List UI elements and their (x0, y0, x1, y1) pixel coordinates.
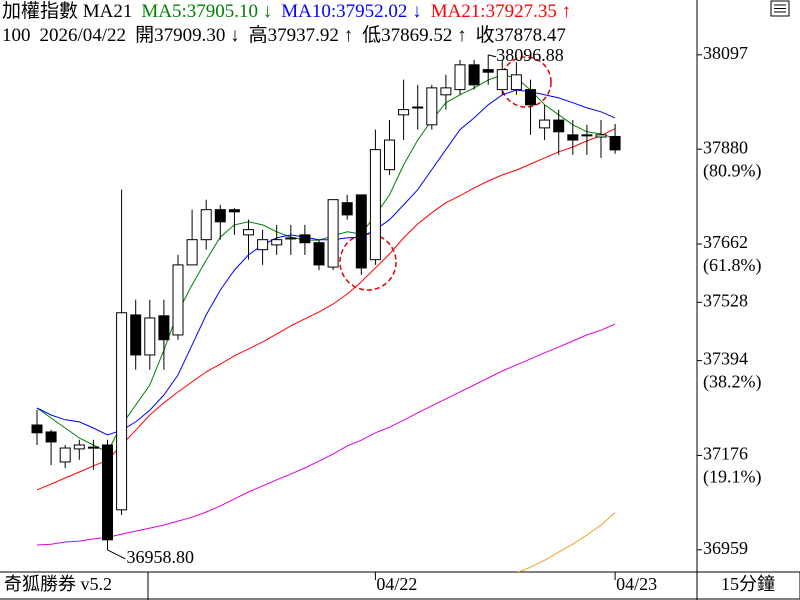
header-line: 100 2026/04/22 開37909.30 ↓ 高37937.92 ↑ 低3786… (2, 24, 580, 48)
candle-body (313, 242, 325, 266)
candle-body (510, 74, 522, 91)
ma-line (517, 512, 616, 572)
candle-body (116, 312, 128, 511)
ma-line (36, 323, 616, 546)
y-tick-label: 36959 (703, 538, 748, 558)
period-label[interactable]: 15分鐘 (721, 574, 775, 594)
period-box[interactable] (696, 571, 800, 600)
candle-body (468, 64, 480, 86)
candle-body (341, 202, 353, 216)
candle-body (285, 237, 297, 240)
candle-body (243, 229, 254, 236)
ohlc-info: 收37878.47 (475, 25, 566, 46)
ma-label: MA5:37905.10 ↓ (141, 1, 273, 22)
header-line: 加權指數 MA21 MA5:37905.10 ↓ MA10:37952.02 ↓ MA… (2, 0, 580, 24)
candle-body (609, 135, 621, 151)
candle-body (398, 109, 410, 116)
fib-label: (38.2%) (703, 372, 761, 393)
candle-body (299, 234, 311, 244)
candle-body (369, 149, 381, 261)
y-tick-label: 38097 (703, 43, 748, 63)
candle-body (228, 209, 240, 213)
candle-body (482, 69, 494, 73)
candle-body (87, 446, 99, 449)
candle-body (426, 87, 438, 126)
ohlc-info: 高37937.92 ↑ (248, 25, 354, 46)
ma-label: MA21:37927.35 ↑ (430, 1, 572, 22)
candle-body (186, 239, 198, 266)
y-tick-label: 37528 (703, 290, 748, 310)
candle-body (553, 119, 565, 133)
ma-label: MA10:37952.02 ↓ (281, 1, 422, 22)
ohlc-info: 開37909.30 ↓ (135, 25, 240, 46)
header: 加權指數 MA21 MA5:37905.10 ↓ MA10:37952.02 ↓ MA… (2, 0, 580, 48)
candle-body (144, 317, 156, 356)
ma-line (36, 89, 616, 436)
candle-body (158, 315, 170, 341)
candle-body (595, 134, 607, 138)
app-name: 奇狐勝券 v5.2 (4, 574, 112, 594)
ohlc-info: 低37869.52 ↑ (362, 25, 467, 46)
candle-body (412, 106, 424, 109)
candle-body (355, 194, 367, 269)
x-tick-label: 04/22 (376, 574, 417, 594)
candle-body (73, 444, 85, 450)
candle-body (59, 447, 71, 463)
candle-body (496, 69, 508, 91)
annotation-leader (488, 54, 497, 58)
annotation: 38096.88 (496, 45, 564, 65)
fib-label: (19.1%) (703, 467, 761, 488)
candle-body (454, 64, 466, 91)
y-tick-label: 37880 (703, 137, 748, 157)
candle-body (581, 134, 593, 137)
ma-line (36, 128, 616, 491)
candle-body (525, 89, 536, 106)
y-tick-label: 37176 (703, 444, 748, 464)
annotation-leader (107, 549, 126, 560)
plot-area (31, 54, 621, 572)
y-tick-label: 37662 (703, 232, 748, 252)
candle-body (200, 209, 212, 241)
candle-body (214, 209, 226, 223)
candle-body (539, 119, 551, 129)
ohlc-info: 100 (2, 25, 31, 46)
candle-body (172, 264, 184, 336)
candle-body (31, 424, 43, 434)
candle-body (567, 134, 579, 141)
candle-body (384, 139, 395, 171)
highlight-circle (500, 56, 552, 108)
candle-body (440, 87, 452, 96)
candle-body (257, 239, 269, 251)
header-title: 加權指數 MA21 (2, 1, 133, 22)
fib-label: (80.9%) (703, 160, 761, 181)
candle-body (130, 314, 142, 356)
candle-body (102, 444, 113, 541)
annotation: 36958.80 (127, 547, 195, 567)
candle-body (271, 239, 283, 246)
candle-body (45, 431, 57, 443)
x-tick-label: 04/23 (616, 574, 657, 594)
fib-label: (61.8%) (703, 255, 761, 276)
y-tick-label: 37394 (703, 349, 748, 369)
window-button[interactable] (770, 0, 790, 17)
ohlc-info: 2026/04/22 (39, 25, 127, 46)
candle-body (327, 199, 339, 268)
